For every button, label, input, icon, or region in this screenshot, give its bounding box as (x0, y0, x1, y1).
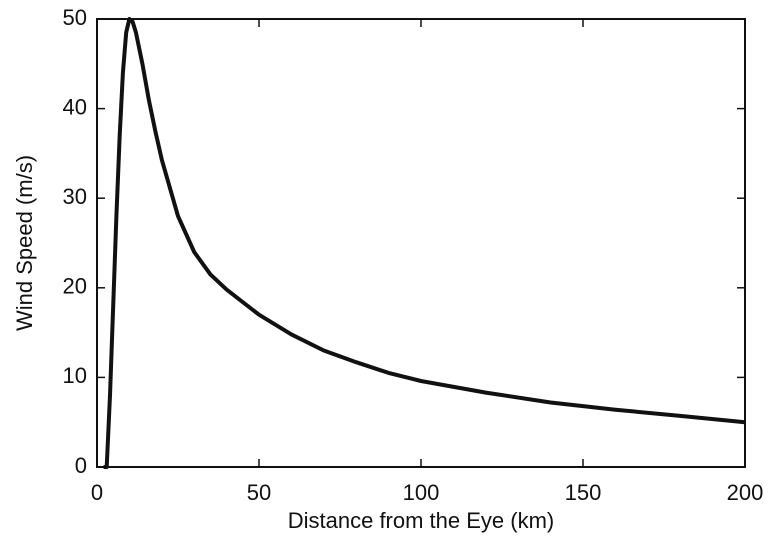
y-tick-label: 20 (63, 274, 87, 299)
data-line (103, 17, 746, 469)
y-tick-label: 40 (63, 94, 87, 119)
y-tick-label: 10 (63, 363, 87, 388)
y-tick-label: 30 (63, 184, 87, 209)
plot-frame (96, 18, 746, 468)
x-tick-label: 150 (565, 480, 602, 505)
y-tick-label: 50 (63, 5, 87, 30)
x-axis-label: Distance from the Eye (km) (288, 508, 555, 533)
x-tick-label: 100 (403, 480, 440, 505)
y-axis-label: Wind Speed (m/s) (12, 155, 37, 331)
x-tick-label: 50 (247, 480, 271, 505)
x-tick-label: 200 (727, 480, 764, 505)
y-tick-label: 0 (75, 453, 87, 478)
x-tick-label: 0 (91, 480, 103, 505)
